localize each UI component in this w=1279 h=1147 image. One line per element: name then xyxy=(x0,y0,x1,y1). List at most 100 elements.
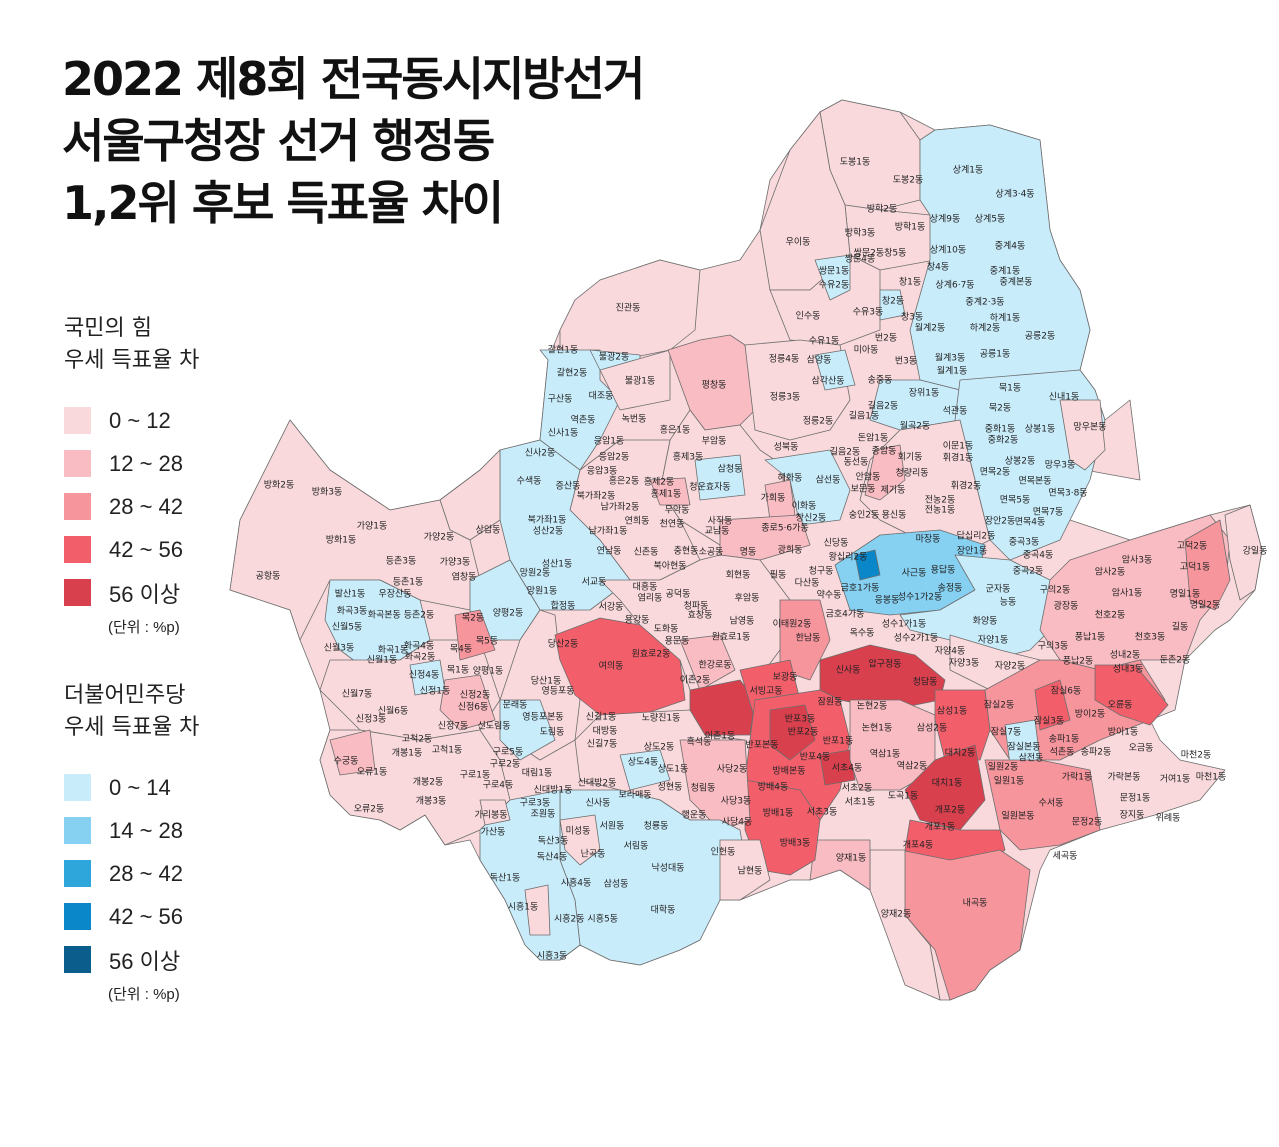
district-label: 용문동 xyxy=(665,636,690,647)
district-label: 청림동 xyxy=(691,782,716,794)
legend-swatch xyxy=(64,903,91,930)
district-label: 사근동 xyxy=(902,568,927,579)
district-label: 응암3동 xyxy=(587,465,618,477)
district-label: 자양3동 xyxy=(949,658,980,669)
district-label: 가회동 xyxy=(761,493,786,504)
district-label: 잠실7동 xyxy=(991,727,1022,738)
region-godeok-myeongil xyxy=(1184,519,1231,611)
district-label: 당산2동 xyxy=(548,639,579,650)
district-label: 상계9동 xyxy=(930,213,961,225)
district-label: 신당동 xyxy=(824,538,849,549)
region-chang2 xyxy=(879,289,906,321)
district-label: 잠실본동 xyxy=(1007,742,1040,753)
district-label: 갈현1동 xyxy=(548,345,579,356)
district-label: 방배본동 xyxy=(772,766,805,777)
district-label: 신월6동 xyxy=(378,705,409,717)
district-label: 종암동 xyxy=(872,445,897,457)
legend-ppp-item: 12 ~ 28 xyxy=(64,442,199,485)
district-label: 이화동 xyxy=(792,501,817,512)
district-label: 고덕1동 xyxy=(1180,562,1211,573)
district-label: 자양4동 xyxy=(935,646,966,657)
district-label: 문정1동 xyxy=(1120,793,1151,804)
legend-ppp-title-2: 우세 득표율 차 xyxy=(64,348,200,373)
district-label: 신촌동 xyxy=(634,547,659,558)
district-label: 천호2동 xyxy=(1095,610,1126,621)
district-label: 신대방1동 xyxy=(534,785,573,796)
district-label: 잠실3동 xyxy=(1034,716,1065,727)
district-label: 천호3동 xyxy=(1135,632,1166,643)
district-label: 인수동 xyxy=(796,311,821,322)
district-label: 거여1동 xyxy=(1160,773,1191,785)
region-gangil xyxy=(1224,504,1263,601)
district-label: 잠실2동 xyxy=(984,700,1015,711)
district-label: 고덕2동 xyxy=(1177,541,1208,552)
district-label: 휘경2동 xyxy=(951,480,982,492)
district-label: 상계5동 xyxy=(975,213,1006,225)
legend-swatch xyxy=(64,493,91,520)
district-label: 영등포본동 xyxy=(522,712,563,723)
region-namhyeon xyxy=(719,839,771,901)
district-label: 남가좌1동 xyxy=(589,526,628,537)
district-label: 청파동 xyxy=(684,601,709,612)
district-label: 잠실6동 xyxy=(1051,686,1082,697)
district-label: 반포1동 xyxy=(823,736,854,747)
district-label: 염창동 xyxy=(452,572,477,583)
district-label: 광장동 xyxy=(1054,600,1079,612)
district-label: 창1동 xyxy=(899,277,921,288)
district-label: 중계본동 xyxy=(999,276,1032,288)
district-label: 염리동 xyxy=(638,593,663,604)
district-label: 망우본동 xyxy=(1073,422,1106,433)
district-label: 오류2동 xyxy=(354,804,385,815)
district-label: 역촌동 xyxy=(571,415,596,426)
district-label: 성산1동 xyxy=(542,559,573,570)
district-label: 정릉2동 xyxy=(803,416,834,427)
region-sinjeong4 xyxy=(409,659,446,696)
district-label: 신정2동 xyxy=(460,690,491,701)
legend-swatch xyxy=(64,536,91,563)
district-label: 상계3·4동 xyxy=(995,188,1034,200)
district-label: 청운효자동 xyxy=(689,482,730,493)
district-label: 신길1동 xyxy=(586,712,617,723)
legend-dp-item: 56 이상 xyxy=(64,938,199,981)
district-label: 월계1동 xyxy=(937,365,968,377)
district-label: 길동 xyxy=(1172,622,1189,633)
district-label: 마천2동 xyxy=(1181,750,1212,761)
district-label: 삼청동 xyxy=(718,464,743,475)
legend-ppp: 국민의 힘 우세 득표율 차 0 ~ 12 12 ~ 28 28 ~ 42 42… xyxy=(64,313,199,637)
region-garibong xyxy=(479,799,511,826)
legend-swatch xyxy=(64,774,91,801)
district-label: 중계1동 xyxy=(990,265,1021,277)
district-label: 역삼2동 xyxy=(897,761,928,772)
district-label: 종로5·6가동 xyxy=(761,523,808,534)
region-oryun xyxy=(1094,664,1169,726)
region-gangseo xyxy=(229,419,481,641)
district-label: 삼성1동 xyxy=(937,706,968,717)
district-label: 청량리동 xyxy=(895,467,928,479)
district-label: 답십리2동 xyxy=(957,530,996,542)
district-label: 석관동 xyxy=(943,406,968,417)
district-label: 묵2동 xyxy=(989,403,1011,414)
district-label: 갈현2동 xyxy=(557,368,588,379)
district-label: 돈암1동 xyxy=(858,432,889,444)
district-label: 삼각산동 xyxy=(811,375,844,387)
district-label: 구로5동 xyxy=(493,747,524,758)
district-label: 서초1동 xyxy=(845,797,876,808)
region-geumcheon xyxy=(479,789,581,961)
region-seocho4 xyxy=(819,749,856,786)
district-label: 낙성대동 xyxy=(651,863,684,874)
district-label: 송파2동 xyxy=(1081,747,1112,758)
district-label: 영등포동 xyxy=(541,686,574,697)
district-label: 불광1동 xyxy=(625,375,656,387)
district-labels: 도봉1동 도봉2동 방학2동 방학3동 방학1동 쌍문2동창5동 쌍문4동 쌍문… xyxy=(256,157,1268,962)
district-label: 신길7동 xyxy=(587,739,618,750)
district-label: 구로3동 xyxy=(520,798,551,809)
district-label: 성수1가2동 xyxy=(898,592,943,603)
district-label: 연남동 xyxy=(597,546,622,557)
district-label: 양평1동 xyxy=(473,666,504,677)
district-label: 상계10동 xyxy=(930,244,966,256)
district-label: 공릉2동 xyxy=(1025,331,1056,342)
district-label: 방화3동 xyxy=(312,487,343,498)
district-label: 상암동 xyxy=(476,524,501,536)
district-label: 면목5동 xyxy=(1000,495,1031,506)
district-label: 인헌동 xyxy=(711,847,736,858)
